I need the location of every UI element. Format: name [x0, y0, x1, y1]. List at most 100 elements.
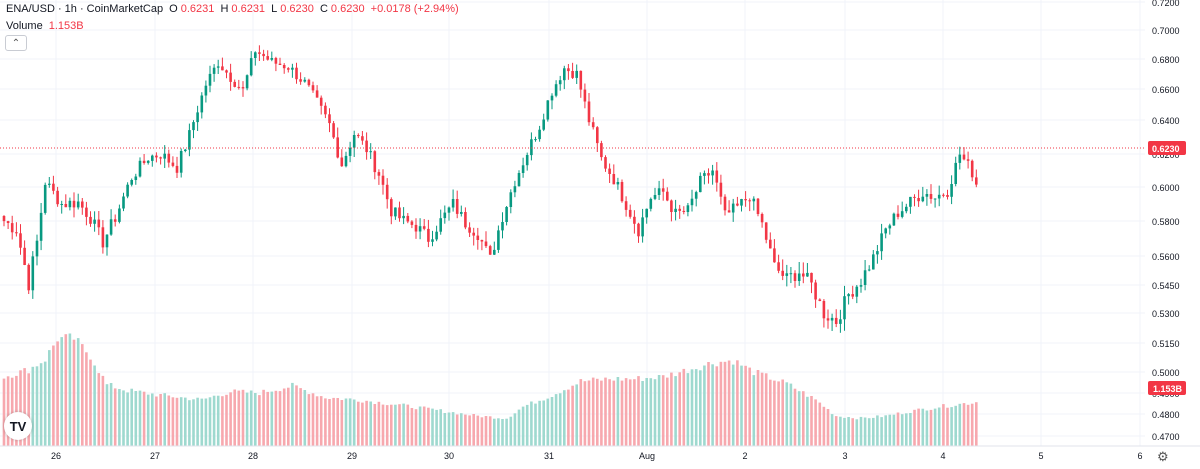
volume-bar	[468, 415, 471, 446]
volume-bar	[591, 377, 595, 446]
volume-bar	[464, 414, 467, 446]
volume-bar	[439, 409, 442, 446]
volume-bar	[933, 408, 937, 446]
candle-body	[184, 149, 187, 151]
volume-bar	[946, 407, 949, 446]
candle-body	[954, 162, 957, 184]
candle-body	[509, 192, 513, 207]
candle-body	[484, 241, 488, 247]
volume-bar	[410, 408, 414, 446]
candle-body	[942, 194, 945, 196]
volume-bar	[649, 378, 653, 446]
volume-label[interactable]: Volume	[6, 20, 43, 32]
volume-bar	[760, 372, 764, 446]
volume-bar	[674, 376, 677, 446]
candle-body	[731, 203, 735, 213]
candle-body	[113, 219, 117, 222]
candle-body	[175, 165, 179, 173]
candle-body	[254, 52, 257, 58]
volume-bar	[723, 361, 727, 446]
volume-bar	[834, 416, 838, 446]
volume-bar	[414, 409, 418, 446]
volume-bar	[670, 372, 673, 446]
volume-bar	[56, 341, 59, 446]
price-tick-label: 0.4800	[1152, 410, 1180, 420]
volume-bar	[641, 381, 644, 446]
candle-body	[937, 194, 941, 199]
candle-body	[336, 137, 339, 158]
candle-body	[785, 273, 789, 276]
candle-body	[258, 52, 261, 54]
collapse-legend-button[interactable]: ⌃	[5, 35, 27, 51]
candle-body	[686, 205, 690, 212]
volume-bar	[212, 395, 216, 446]
volume-bar	[876, 415, 879, 446]
volume-bar	[81, 344, 84, 446]
low-label: L	[271, 3, 278, 15]
candle-body	[439, 218, 442, 232]
volume-bar	[826, 409, 830, 446]
volume-bar	[89, 359, 92, 446]
open-label: O	[169, 3, 178, 15]
candle-body	[464, 212, 467, 228]
volume-bar	[752, 375, 756, 446]
candle-body	[130, 180, 133, 185]
volume-bar	[497, 418, 500, 446]
candle-body	[624, 201, 628, 210]
volume-bar	[830, 414, 834, 446]
volume-bar	[105, 384, 109, 446]
candle-body	[855, 286, 859, 297]
settings-gear-icon[interactable]: ⚙	[1157, 449, 1169, 464]
candle-body	[493, 249, 496, 255]
candle-body	[674, 208, 677, 212]
volume-bar	[361, 402, 364, 446]
candle-body	[740, 199, 743, 206]
volume-bar	[839, 416, 842, 446]
candle-body	[27, 264, 30, 291]
volume-bar	[682, 368, 686, 446]
candle-body	[427, 228, 430, 242]
candle-body	[266, 56, 269, 60]
volume-bar	[884, 415, 887, 446]
candle-body	[295, 67, 298, 80]
candle-body	[921, 196, 925, 202]
symbol-title[interactable]: ENA/USD · 1h · CoinMarketCap	[6, 3, 164, 15]
volume-bar	[645, 378, 648, 446]
candle-body	[81, 201, 84, 208]
volume-bar	[299, 388, 302, 446]
candle-body	[946, 195, 949, 197]
volume-bar	[571, 385, 574, 446]
volume-bar	[764, 373, 768, 446]
volume-bar	[10, 377, 14, 446]
candle-body	[521, 165, 525, 173]
candle-body	[196, 112, 199, 123]
candle-body	[616, 182, 620, 185]
tradingview-logo[interactable]: TV	[4, 412, 32, 440]
candle-body	[357, 135, 360, 137]
volume-bar	[402, 403, 405, 446]
volume-bar	[241, 389, 245, 446]
candle-body	[830, 317, 834, 321]
candle-body	[723, 196, 727, 211]
candle-body	[769, 239, 772, 249]
volume-bar	[188, 400, 191, 446]
candle-body	[641, 217, 644, 237]
close-label: C	[319, 3, 328, 15]
volume-bar	[373, 404, 377, 446]
volume-bar	[744, 365, 747, 446]
volume-bar	[315, 396, 319, 446]
volume-bar	[398, 404, 401, 446]
volume-bar	[179, 397, 183, 446]
volume-bar	[690, 369, 694, 446]
volume-bar	[892, 414, 896, 446]
candle-body	[282, 65, 286, 69]
candle-body	[324, 105, 327, 115]
volume-bar	[859, 416, 863, 446]
volume-bar	[476, 415, 480, 446]
candle-body	[315, 90, 319, 98]
volume-bar	[711, 364, 714, 446]
candle-body	[48, 183, 51, 185]
last-price-label: 0.6230	[1152, 144, 1180, 154]
candle-body	[245, 75, 249, 89]
